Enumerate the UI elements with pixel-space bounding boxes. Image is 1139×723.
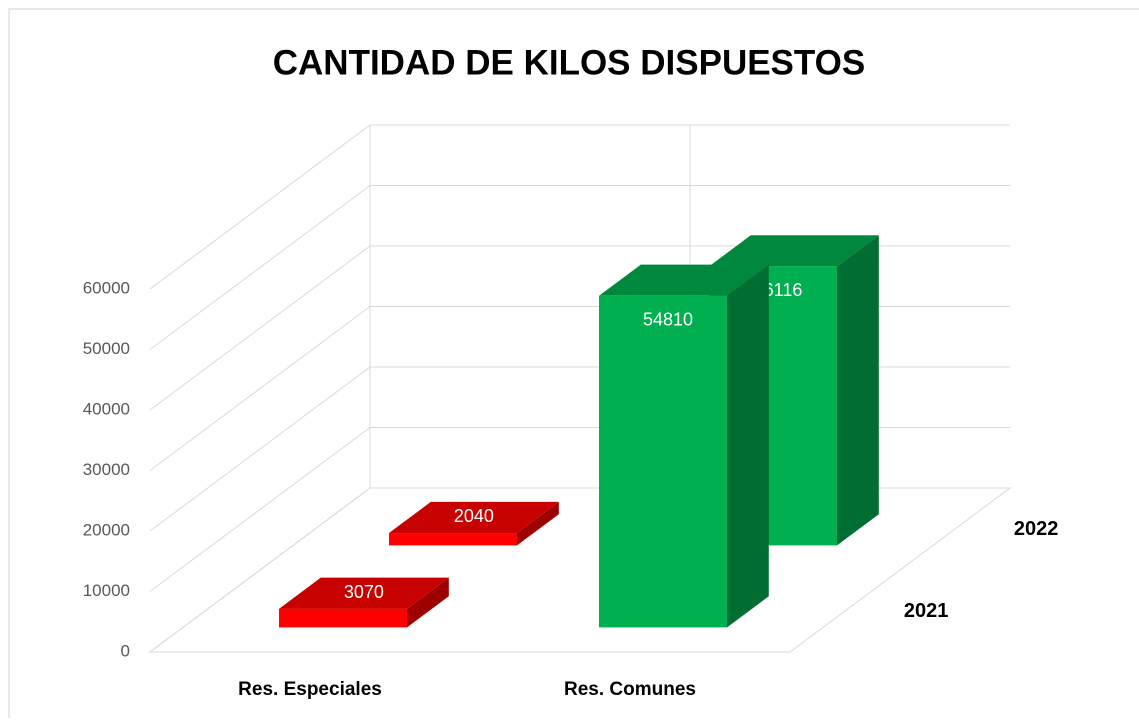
grid-line [149,427,371,592]
y-tick-label: 20000 [83,520,130,539]
depth-label: 2022 [1014,518,1059,540]
bar-side [837,235,879,546]
y-tick-label: 60000 [83,278,130,297]
y-tick-label: 0 [121,641,130,660]
y-tick-label: 50000 [83,339,130,358]
bar-top [709,235,879,267]
bar-top [279,577,449,609]
bar [389,533,517,546]
grid-line [149,306,371,471]
bar-top [599,264,769,296]
bar [279,608,407,628]
x-tick-label: Res. Especiales [238,679,382,700]
value-label: 54810 [643,310,693,330]
grid-line [149,185,371,350]
bar [599,295,727,628]
grid-line [149,124,371,290]
value-label: 3070 [344,582,384,602]
y-tick-label: 30000 [83,460,130,479]
chart-title: CANTIDAD DE KILOS DISPUESTOS [273,43,865,82]
frame [8,8,1139,723]
bar-side [727,264,769,628]
value-label: 2040 [454,506,494,526]
grid-line [149,245,371,411]
grid-line [149,487,371,653]
bar-side [517,501,559,546]
bar-side [407,577,449,628]
depth-label: 2021 [904,600,949,622]
y-tick-label: 10000 [83,581,130,600]
y-tick-label: 40000 [83,399,130,418]
grid-line [149,366,371,532]
x-tick-label: Res. Comunes [564,679,696,700]
bar-top [389,501,559,534]
